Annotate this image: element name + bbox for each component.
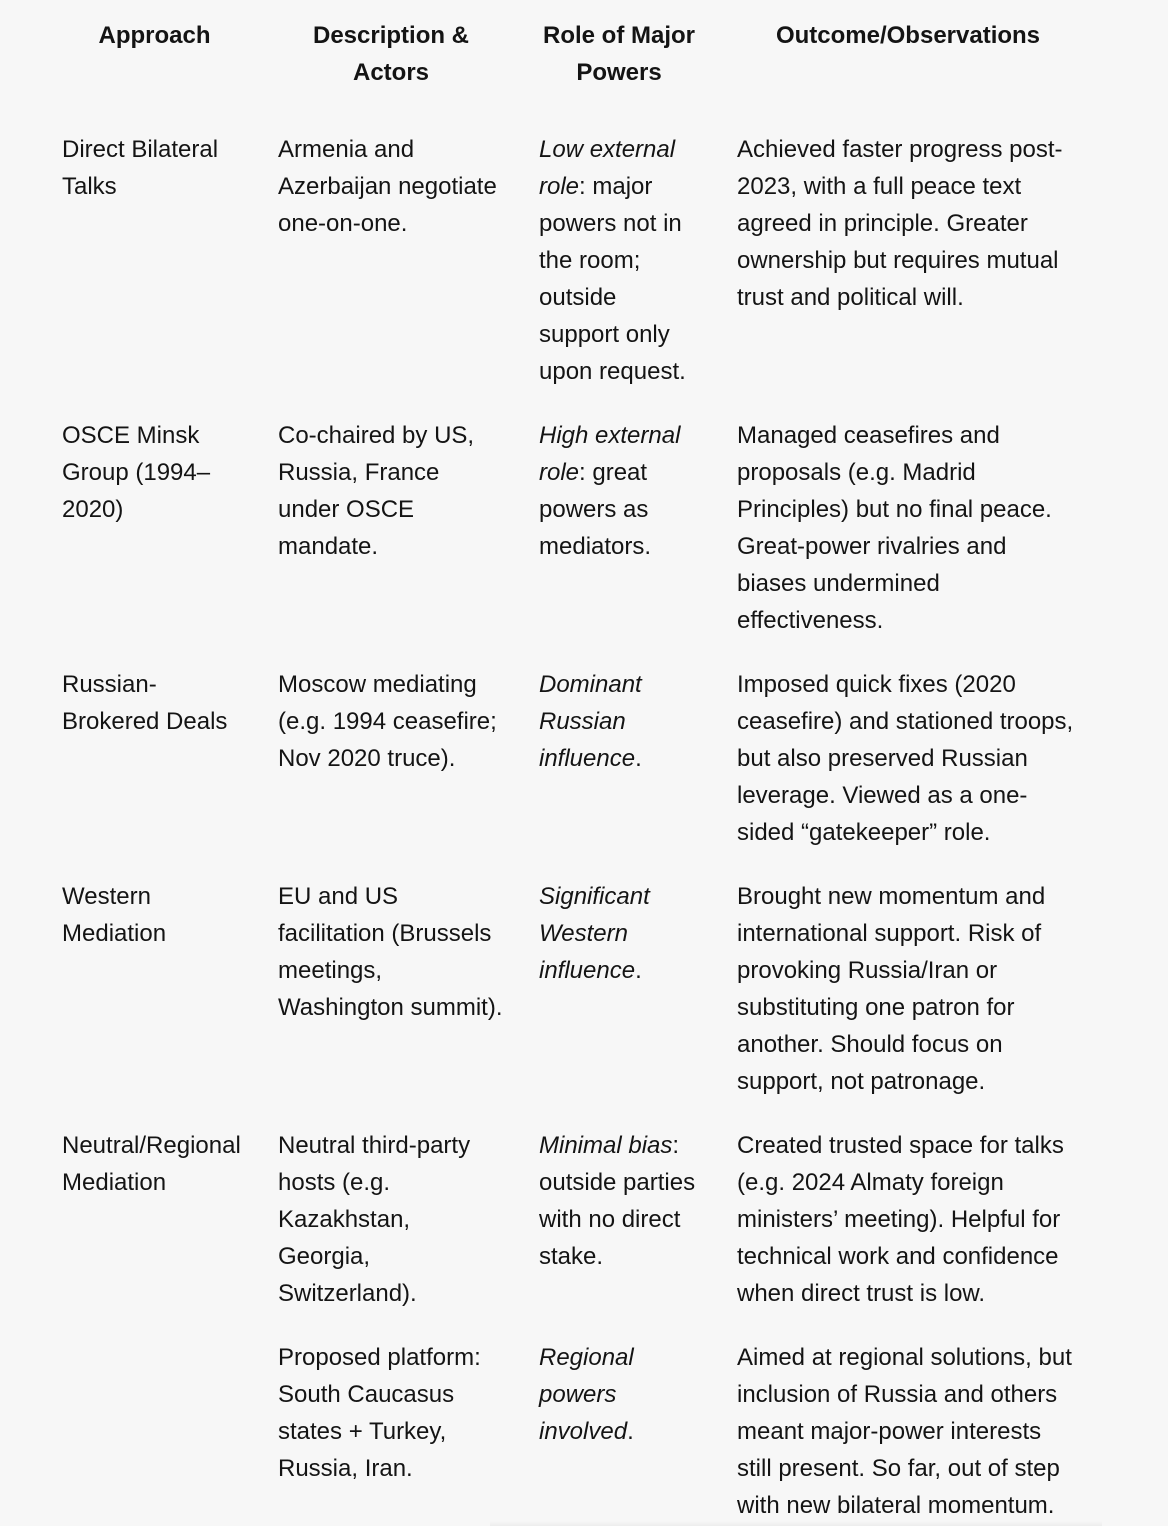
table-row-russian-brokered-deals: Russian-Brokered Deals Moscow mediating … [62,666,1079,878]
cell-approach-empty [62,1339,278,1524]
role-rest: : outside parties with no direct stake. [539,1132,696,1270]
cell-role: High external role: great powers as medi… [539,417,737,666]
cell-approach: Direct Bilateral Talks [62,136,219,200]
cell-outcome: Aimed at regional solutions, but inclusi… [737,1344,1072,1519]
table-row-osce-minsk-group: OSCE Minsk Group (1994–2020) Co-chaired … [62,417,1079,666]
cell-description: Proposed platform: South Caucasus states… [278,1344,481,1482]
cell-approach: Neutral/Regional Mediation [62,1132,241,1196]
cell-role: Low external role: major powers not in t… [539,131,737,417]
role-emphasis: High external role [539,422,681,486]
cell-approach: Russian-Brokered Deals [62,671,228,735]
role-rest: : major powers not in the room; outside … [539,173,686,385]
cell-outcome: Brought new momentum and international s… [737,883,1046,1095]
cell-approach: OSCE Minsk Group (1994–2020) [62,422,211,523]
cell-description: Armenia and Azerbaijan negotiate one-on-… [278,136,497,237]
role-rest: : great powers as mediators. [539,459,652,560]
column-header-description-actors: Description & Actors [312,22,470,86]
cell-outcome: Created trusted space for talks (e.g. 20… [737,1132,1064,1307]
cell-description: Moscow mediating (e.g. 1994 ceasefire; N… [278,671,497,772]
role-emphasis: Dominant Russian influence [539,671,642,772]
cell-approach: Western Mediation [62,883,167,947]
role-emphasis: Significant Western influence [539,883,650,984]
role-rest: . [635,745,642,772]
cell-description: Co-chaired by US, Russia, France under O… [278,422,475,560]
table-row-proposed-regional-platform: Proposed platform: South Caucasus states… [62,1339,1079,1524]
role-emphasis: Regional powers involved [539,1344,634,1445]
cell-role: Minimal bias: outside parties with no di… [539,1127,737,1339]
table-row-neutral-regional-mediation: Neutral/Regional Mediation Neutral third… [62,1127,1079,1339]
role-rest: . [635,957,642,984]
column-header-outcome-observations: Outcome/Observations [775,22,1041,49]
column-header-approach: Approach [98,22,211,49]
table-header-row: Approach Description & Actors Role of Ma… [62,17,1079,131]
cell-outcome: Achieved faster progress post-2023, with… [737,136,1063,311]
cell-role: Regional powers involved. [539,1339,737,1524]
role-rest: . [627,1418,634,1445]
role-emphasis: Low external role [539,136,676,200]
column-header-role-of-major-powers: Role of Major Powers [542,22,695,86]
cell-description: EU and US facilitation (Brussels meeting… [278,883,503,1021]
table-row-direct-bilateral-talks: Direct Bilateral Talks Armenia and Azerb… [62,131,1079,417]
cell-outcome: Managed ceasefires and proposals (e.g. M… [737,422,1052,634]
cell-role: Dominant Russian influence. [539,666,737,878]
table-row-western-mediation: Western Mediation EU and US facilitation… [62,878,1079,1127]
cell-role: Significant Western influence. [539,878,737,1127]
role-emphasis: Minimal bias [539,1132,673,1159]
cell-outcome: Imposed quick fixes (2020 ceasefire) and… [737,671,1074,846]
cell-description: Neutral third-party hosts (e.g. Kazakhst… [278,1132,471,1307]
mediation-comparison-table: Approach Description & Actors Role of Ma… [62,17,1079,1524]
